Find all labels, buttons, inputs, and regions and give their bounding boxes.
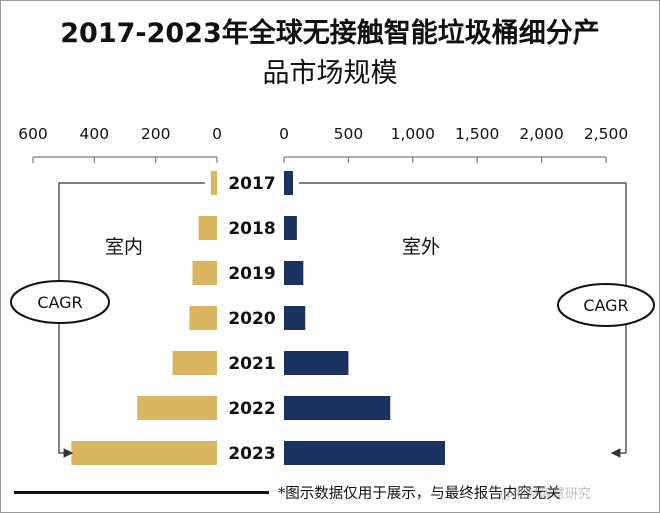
bar-indoor-2023 <box>71 441 217 465</box>
right-tick-label: 500 <box>334 125 364 143</box>
bar-outdoor-2018 <box>284 216 297 240</box>
category-label-2023: 2023 <box>228 444 275 464</box>
right-tick-label: 1,000 <box>391 125 435 143</box>
left-tick-label: 400 <box>80 125 110 143</box>
bar-indoor-2022 <box>137 396 217 420</box>
series-label-indoor: 室内 <box>105 236 143 258</box>
bar-indoor-2017 <box>210 171 217 195</box>
bar-outdoor-2021 <box>284 351 349 375</box>
series-label-outdoor: 室外 <box>402 236 440 258</box>
category-label-2019: 2019 <box>228 264 275 284</box>
bar-indoor-2020 <box>189 306 217 330</box>
bar-indoor-2021 <box>172 351 217 375</box>
category-label-2021: 2021 <box>228 354 275 374</box>
title-line-1: 2017-2023年全球无接触智能垃圾桶细分产 <box>60 18 600 49</box>
bar-outdoor-2023 <box>284 441 445 465</box>
category-label-2022: 2022 <box>228 399 275 419</box>
bar-outdoor-2022 <box>284 396 391 420</box>
category-label-2017: 2017 <box>228 174 275 194</box>
footnote: *图示数据仅用于展示，与最终报告内容无关 <box>278 486 561 502</box>
right-tick-label: 2,000 <box>519 125 563 143</box>
bar-outdoor-2017 <box>284 171 294 195</box>
left-cagr-ellipse <box>10 280 110 324</box>
right-tick-label: 2,500 <box>584 125 628 143</box>
right-cagr-label: CAGR <box>583 296 628 315</box>
right-tick-label: 0 <box>279 125 289 143</box>
footer-rule <box>14 491 269 494</box>
bar-outdoor-2019 <box>284 261 304 285</box>
chart-title: 2017-2023年全球无接触智能垃圾桶细分产 品市场规模 <box>0 14 660 94</box>
bar-indoor-2018 <box>198 216 217 240</box>
left-cagr-label: CAGR <box>37 293 82 312</box>
watermark: @湘财智慧研究 <box>500 487 592 502</box>
category-label-2020: 2020 <box>228 309 275 329</box>
left-tick-label: 200 <box>141 125 171 143</box>
bar-indoor-2019 <box>192 261 217 285</box>
left-tick-label: 600 <box>18 125 48 143</box>
left-tick-label: 0 <box>212 125 222 143</box>
bar-outdoor-2020 <box>284 306 306 330</box>
right-cagr-ellipse <box>557 283 655 327</box>
category-label-2018: 2018 <box>228 219 275 239</box>
right-tick-label: 1,500 <box>455 125 499 143</box>
title-line-2: 品市场规模 <box>262 58 398 89</box>
